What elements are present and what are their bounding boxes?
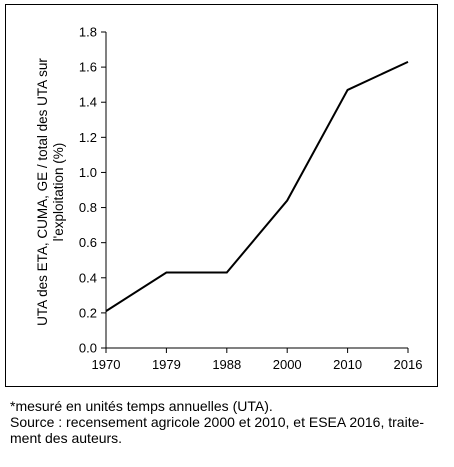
x-tick-label: 2016 xyxy=(394,357,423,372)
x-tick-label: 1970 xyxy=(92,357,121,372)
chart-axes: 0.0 0.2 0.4 0.6 0.8 1.0 1.2 1.4 1.6 1.8 1970 1979 19… xyxy=(79,25,423,373)
series-line xyxy=(105,60,409,312)
y-tick-label: 1.4 xyxy=(79,95,97,110)
x-tick-label: 1988 xyxy=(212,357,241,372)
note-source: Source : recensement agricole 2000 et 20… xyxy=(10,414,425,430)
y-tick-label: 0.2 xyxy=(79,305,97,320)
y-tick-label: 1.8 xyxy=(79,25,97,40)
line-chart: 0.0 0.2 0.4 0.6 0.8 1.0 1.2 1.4 1.6 1.8 1970 1979 19… xyxy=(35,25,423,373)
note-measure: *mesuré en unités temps annuelles (UTA). xyxy=(10,398,273,414)
x-tick-label: 1979 xyxy=(152,357,181,372)
y-tick-label: 0.0 xyxy=(79,341,97,356)
y-tick-label: 0.8 xyxy=(79,200,97,215)
y-tick-label: 0.4 xyxy=(79,270,97,285)
x-tick-label: 2000 xyxy=(273,357,302,372)
note-source-continued: ment des auteurs. xyxy=(10,430,123,446)
y-axis-title-line1: UTA des ETA, CUMA, GE / total des UTA su… xyxy=(35,58,50,326)
chart-marks xyxy=(105,60,409,312)
y-tick-label: 1.6 xyxy=(79,60,97,75)
chart-notes: *mesuré en unités temps annuelles (UTA).… xyxy=(10,398,446,446)
x-tick-label: 2010 xyxy=(333,357,362,372)
y-tick-label: 1.0 xyxy=(79,165,97,180)
chart-frame xyxy=(5,4,438,387)
y-tick-label: 0.6 xyxy=(79,235,97,250)
y-axis-title-line2: l'exploitation (%) xyxy=(51,143,66,242)
y-tick-label: 1.2 xyxy=(79,130,97,145)
